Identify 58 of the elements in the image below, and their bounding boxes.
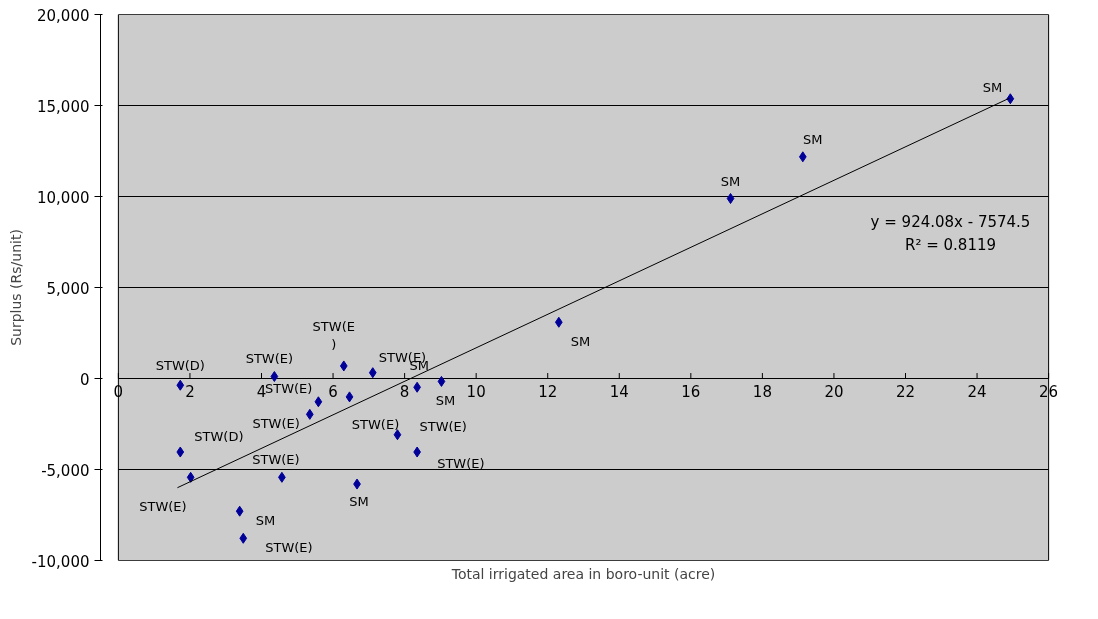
x-tick-label: 6: [328, 382, 338, 401]
annotation: STW(E): [252, 452, 300, 468]
x-axis-title: Total irrigated area in boro-unit (acre): [450, 565, 716, 582]
x-tick-label: 14: [609, 382, 629, 401]
point: [393, 429, 402, 441]
point: [726, 193, 735, 204]
annotation: STW(D): [155, 358, 205, 374]
annotation: STW(E ): [312, 318, 355, 352]
x-tick-label: 22: [895, 382, 916, 401]
x-tick-label: 10: [466, 382, 486, 401]
x-tick-label: 18: [752, 382, 772, 401]
annotation: SM: [982, 79, 1003, 95]
point: [314, 396, 323, 408]
y-tick-label: 5,000: [46, 279, 90, 298]
annotation: STW(E): [419, 419, 467, 435]
annotation: SM: [435, 393, 456, 409]
annotation: STW(E): [252, 416, 300, 432]
x-tick-label: 8: [399, 382, 410, 401]
point: [368, 367, 377, 379]
annotation: SM: [255, 513, 276, 529]
annotation: SM: [349, 494, 369, 510]
annotation: STW(E): [437, 456, 485, 472]
y-tick-label: -10,000: [31, 552, 90, 571]
x-tick-label: 20: [824, 382, 844, 401]
point: [270, 371, 279, 382]
point: [239, 532, 248, 544]
point: [798, 151, 807, 163]
annotation: R² = 0.8119: [904, 235, 997, 254]
y-tick-label: 15,000: [37, 97, 90, 116]
annotation: STW(E): [265, 540, 313, 556]
point: [345, 391, 354, 403]
point: [176, 446, 185, 458]
x-tick-label: 4: [256, 382, 267, 401]
x-tick-label: 12: [538, 382, 558, 401]
annotation: STW(E): [351, 416, 400, 432]
x-tick-label: 2: [185, 382, 195, 401]
point: [176, 379, 185, 391]
y-tick-label: 10,000: [37, 188, 90, 207]
y-tick-label: -5,000: [41, 461, 90, 480]
annotation: STW(E): [245, 351, 294, 367]
annotation: STW(D): [194, 429, 244, 445]
annotation: SM: [570, 334, 591, 350]
annotation: SM: [803, 131, 823, 147]
point: [554, 316, 563, 328]
point: [339, 360, 348, 372]
annotation: y = 924.08x - 7574.5: [870, 212, 1031, 231]
point: [1006, 93, 1015, 105]
annotation: SM: [720, 173, 741, 189]
y-tick-label: 0: [79, 370, 90, 389]
y-axis-title: Surplus (Rs/unit): [7, 229, 24, 346]
point: [437, 375, 446, 387]
point: [235, 505, 244, 517]
annotation: STW(E): [139, 499, 187, 515]
x-tick-label: 24: [967, 382, 987, 401]
x-tick-label: 16: [681, 382, 701, 401]
point: [305, 408, 314, 420]
y-tick-label: 20,000: [37, 6, 90, 25]
point: [186, 471, 195, 483]
